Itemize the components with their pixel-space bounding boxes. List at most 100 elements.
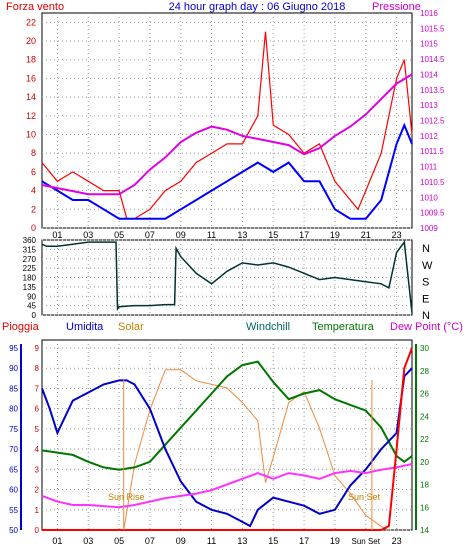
wind-gust-line <box>41 31 413 220</box>
compass-label-N: N <box>422 243 430 255</box>
x-tick-label-11: 11 <box>207 230 216 240</box>
sunrise-annotation: Sun Rise <box>108 492 145 502</box>
x-tick-label-19: 19 <box>330 230 340 240</box>
x-tick-label-13: 13 <box>237 230 247 240</box>
temperature-tick-28: 28 <box>420 367 429 376</box>
direction-tick-45: 45 <box>27 302 36 311</box>
temperature-tick-30: 30 <box>420 344 429 353</box>
pressure-tick-1015.5: 1015.5 <box>420 24 445 33</box>
wind-tick-14: 14 <box>26 92 36 102</box>
humidity-axis-label: Umidita <box>66 321 104 333</box>
humidity-tick-75: 75 <box>9 425 18 434</box>
wind-tick-6: 6 <box>31 167 36 177</box>
rain-axis-label: Pioggia <box>2 321 40 333</box>
x-tick-label-17: 17 <box>299 536 309 546</box>
wind-direction-line <box>41 240 413 313</box>
temperature-tick-26: 26 <box>420 390 429 399</box>
rain-tick-9: 9 <box>35 344 40 353</box>
x-tick-label-23: 23 <box>392 230 402 240</box>
wind-tick-4: 4 <box>31 186 36 196</box>
pressure-tick-1012: 1012 <box>420 132 438 141</box>
x-tick-label-03: 03 <box>83 230 93 240</box>
temperature-tick-24: 24 <box>420 412 429 421</box>
humidity-tick-55: 55 <box>9 506 18 515</box>
temperature-tick-20: 20 <box>420 458 429 467</box>
humidity-tick-85: 85 <box>9 384 18 393</box>
pressure-tick-1011.5: 1011.5 <box>420 147 444 156</box>
direction-tick-225: 225 <box>23 264 37 273</box>
x-tick-label-sunset: Sun Set <box>352 537 381 546</box>
rain-line <box>42 347 413 531</box>
wind-tick-18: 18 <box>26 55 36 65</box>
x-tick-label-01: 01 <box>52 536 62 546</box>
rain-tick-4: 4 <box>35 445 40 454</box>
direction-tick-90: 90 <box>27 292 36 301</box>
pressure-tick-1010: 1010 <box>420 193 438 202</box>
chart-title: 24 hour graph day : 06 Giugno 2018 <box>169 1 346 13</box>
rain-tick-1: 1 <box>35 506 40 515</box>
temperature-tick-16: 16 <box>420 503 429 512</box>
compass-label-W: W <box>422 260 433 272</box>
rain-tick-7: 7 <box>35 384 40 393</box>
x-tick-label-15: 15 <box>268 230 278 240</box>
wind-tick-20: 20 <box>26 36 36 46</box>
compass-label-E: E <box>422 293 429 305</box>
x-tick-label-11: 11 <box>207 536 216 546</box>
pressure-tick-1009: 1009 <box>420 224 438 233</box>
x-tick-label-09: 09 <box>176 536 186 546</box>
wind-axis-label: Forza vento <box>6 1 64 13</box>
x-tick-label-21: 21 <box>361 230 371 240</box>
pressure-tick-1014.5: 1014.5 <box>420 55 445 64</box>
x-tick-label-07: 07 <box>145 536 155 546</box>
wind-tick-10: 10 <box>26 130 36 140</box>
x-tick-label-05: 05 <box>114 536 124 546</box>
wind-tick-12: 12 <box>26 111 36 121</box>
pressure-axis-label: Pressione <box>372 1 421 13</box>
compass-label-N: N <box>422 310 430 322</box>
humidity-tick-90: 90 <box>9 364 18 373</box>
solar-label: Solar <box>118 321 144 333</box>
pressure-tick-1011: 1011 <box>420 163 438 172</box>
humidity-tick-95: 95 <box>9 344 18 353</box>
pressure-tick-1010.5: 1010.5 <box>420 178 445 187</box>
wind-tick-8: 8 <box>31 148 36 158</box>
pressure-tick-1012.5: 1012.5 <box>420 117 445 126</box>
pressure-tick-1013.5: 1013.5 <box>420 86 445 95</box>
x-tick-label-01: 01 <box>52 230 62 240</box>
dewpoint-line <box>41 463 413 509</box>
humidity-tick-65: 65 <box>9 465 18 474</box>
humidity-tick-80: 80 <box>9 405 18 414</box>
x-tick-label-09: 09 <box>176 230 186 240</box>
direction-tick-315: 315 <box>23 245 37 254</box>
x-tick-label-19: 19 <box>330 536 340 546</box>
direction-tick-135: 135 <box>23 283 37 292</box>
x-tick-label-05: 05 <box>114 230 124 240</box>
wind-tick-0: 0 <box>31 223 36 233</box>
direction-tick-0: 0 <box>32 311 37 320</box>
direction-tick-360: 360 <box>23 236 37 245</box>
humidity-tick-60: 60 <box>9 486 18 495</box>
humidity-line <box>41 367 413 528</box>
x-tick-label-07: 07 <box>145 230 155 240</box>
sunset-annotation: Sun Set <box>348 492 381 502</box>
dewpoint-axis-label: Dew Point (°C) <box>390 321 463 333</box>
rain-tick-3: 3 <box>35 465 40 474</box>
x-tick-label-15: 15 <box>268 536 278 546</box>
rain-tick-2: 2 <box>35 486 40 495</box>
pressure-tick-1009.5: 1009.5 <box>420 209 445 218</box>
x-tick-label-13: 13 <box>237 536 247 546</box>
wind-tick-16: 16 <box>26 73 36 83</box>
direction-tick-270: 270 <box>23 255 37 264</box>
temperature-line <box>41 360 413 471</box>
humidity-tick-50: 50 <box>9 526 18 535</box>
rain-tick-5: 5 <box>35 425 40 434</box>
temperature-tick-18: 18 <box>420 481 429 490</box>
wind-tick-22: 22 <box>26 17 36 27</box>
pressure-tick-1015: 1015 <box>420 40 438 49</box>
pressure-tick-1013: 1013 <box>420 101 438 110</box>
pressure-tick-1014: 1014 <box>420 70 438 79</box>
x-tick-label-17: 17 <box>299 230 309 240</box>
x-tick-label-23: 23 <box>392 536 402 546</box>
temperature-tick-22: 22 <box>420 435 429 444</box>
